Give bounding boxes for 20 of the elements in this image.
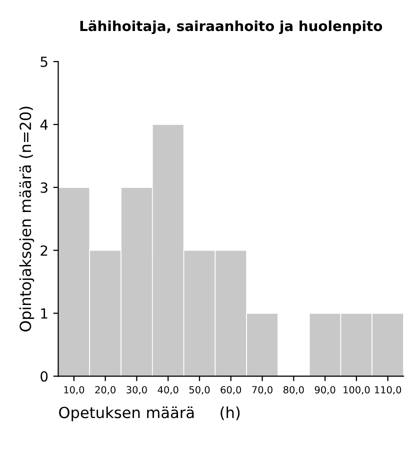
x-tick-label: 110,0 — [374, 386, 402, 394]
y-tick-label: 5 — [40, 56, 48, 68]
x-tick-label: 30,0 — [126, 386, 147, 394]
y-tick-label: 2 — [40, 245, 48, 256]
y-axis-title: Opintojaksojen määrä (n=20) — [19, 106, 34, 332]
x-tick-label: 70,0 — [252, 386, 272, 394]
x-tick-label: 50,0 — [189, 386, 210, 394]
y-tick-label: 1 — [41, 308, 48, 319]
x-tick-label: 100,0 — [344, 386, 370, 394]
x-tick-label: 10,0 — [64, 386, 84, 394]
x-tick-label: 40,0 — [158, 386, 178, 394]
y-tick-label: 0 — [40, 371, 48, 382]
x-tick-label: 80,0 — [283, 386, 304, 394]
y-tick-label: 4 — [40, 120, 48, 130]
chart-title: Lähihoitaja, sairaanhoito ja huolenpito — [80, 20, 382, 34]
x-tick-label: 90,0 — [314, 386, 336, 394]
y-tick-label: 3 — [40, 182, 48, 193]
x-tick-label: 60,0 — [220, 386, 242, 394]
x-tick-label: 20,0 — [95, 386, 116, 394]
x-axis-title: Opetuksen määrä (h) — [59, 406, 240, 422]
